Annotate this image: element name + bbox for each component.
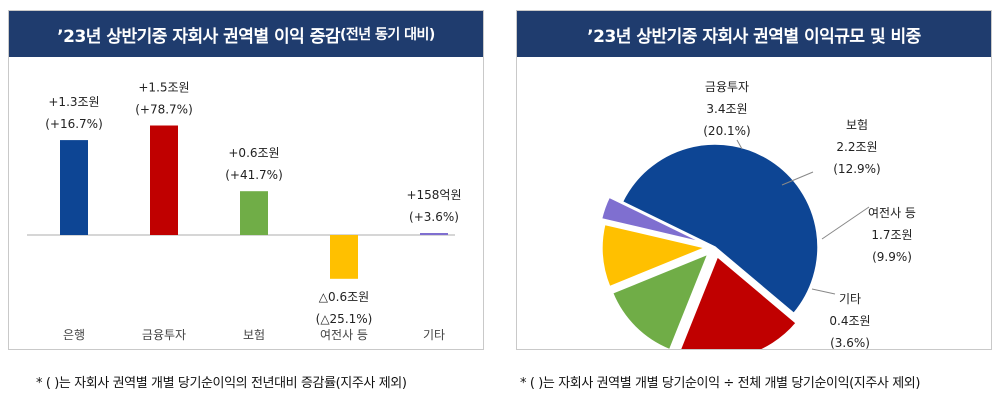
pie-slice-2: [611, 252, 710, 349]
pie-leader-line-1: [781, 171, 814, 186]
bar-0: [60, 140, 88, 235]
pie-chart-panel: ’23년 상반기중 자회사 권역별 이익규모 및 비중 은행9.2조원(54.4…: [516, 10, 992, 350]
pie-label-pct-3: (9.9%): [872, 250, 912, 264]
pie-slice-0: [621, 143, 819, 315]
bar-chart-title-main: ’23년 상반기중 자회사 권역별 이익 증감: [57, 26, 340, 47]
bar-pct-label-3: (△25.1%): [316, 312, 373, 326]
bar-chart-title-sub: (전년 동기 대비): [339, 27, 435, 43]
bar-chart-panel: ’23년 상반기중 자회사 권역별 이익 증감 (전년 동기 대비) +1.3조원…: [8, 10, 484, 350]
pie-leader-line-2: [821, 206, 870, 240]
pie-label-amount-4: 0.4조원: [829, 314, 870, 328]
pie-leader-line-0: [736, 139, 743, 150]
bar-3: [330, 235, 358, 279]
pie-chart: 은행9.2조원(54.4%)금융투자3.4조원(20.1%)보험2.2조원(12…: [588, 80, 916, 349]
bar-pct-label-1: (+78.7%): [135, 103, 193, 117]
pie-label-name-4: 기타: [839, 292, 861, 306]
bar-chart-footnote: * ( )는 자회사 권역별 개별 당기순이익의 전년대비 증감률(지주사 제외…: [36, 376, 407, 391]
pie-label-pct-1: (20.1%): [703, 124, 750, 138]
bar-chart: +1.3조원 (+16.7%) 은행 +1.5조원 (+78.7%) 금융투자 +0.6조원…: [27, 81, 462, 342]
bar-value-label-1: +1.5조원: [138, 81, 189, 95]
bar-2: [240, 191, 268, 235]
bar-value-label-3: △0.6조원: [319, 290, 369, 304]
bar-value-label-0: +1.3조원: [48, 95, 99, 109]
pie-slice-1: [679, 255, 798, 349]
pie-label-pct-2: (12.9%): [833, 162, 880, 176]
pie-label-amount-2: 2.2조원: [836, 140, 877, 154]
bar-pct-label-0: (+16.7%): [45, 117, 103, 131]
bar-category-label-1: 금융투자: [142, 328, 186, 342]
pie-leader-line-3: [811, 288, 836, 295]
bar-pct-label-2: (+41.7%): [225, 168, 283, 182]
bar-category-label-0: 은행: [63, 327, 85, 342]
pie-label-name-1: 금융투자: [705, 80, 749, 94]
bar-category-label-3: 여전사 등: [320, 328, 368, 342]
pie-chart-title: ’23년 상반기중 자회사 권역별 이익규모 및 비중: [517, 11, 991, 57]
bar-chart-title: ’23년 상반기중 자회사 권역별 이익 증감 (전년 동기 대비): [9, 11, 483, 57]
bar-value-label-2: +0.6조원: [228, 146, 279, 160]
pie-chart-footnote: * ( )는 자회사 권역별 개별 당기순이익 ÷ 전체 개별 당기순이익(지주…: [520, 376, 921, 391]
pie-label-name-2: 보험: [846, 118, 868, 132]
bar-1: [150, 125, 178, 235]
pie-label-amount-1: 3.4조원: [706, 102, 747, 116]
pie-label-pct-4: (3.6%): [830, 336, 870, 349]
bar-pct-label-4: (+3.6%): [409, 210, 459, 224]
bar-category-label-4: 기타: [423, 328, 445, 342]
pie-label-amount-3: 1.7조원: [871, 228, 912, 242]
pie-label-name-3: 여전사 등: [868, 206, 916, 220]
pie-slice-4: [600, 196, 703, 244]
bar-value-label-4: +158억원: [406, 188, 461, 202]
pie-slice-3: [601, 223, 708, 288]
bar-4: [420, 233, 448, 235]
bar-category-label-2: 보험: [243, 328, 265, 342]
